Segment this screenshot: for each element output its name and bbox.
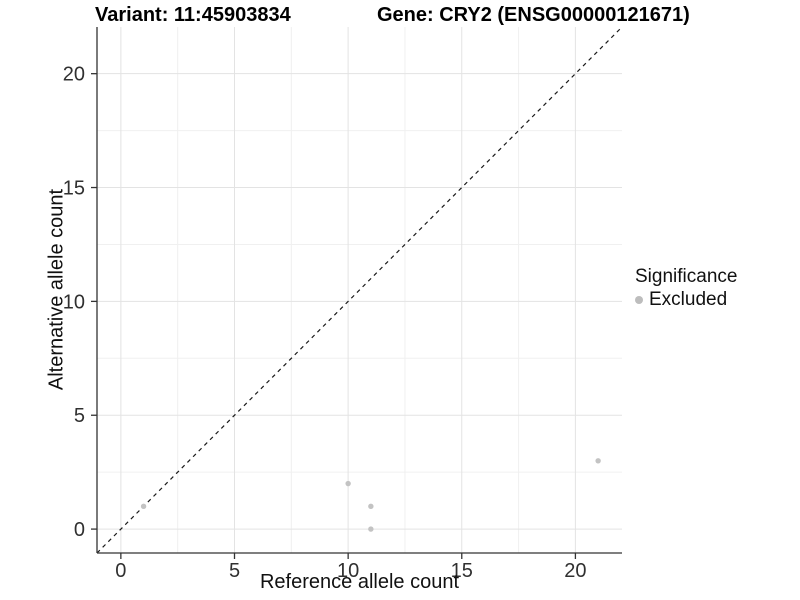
x-axis-label: Reference allele count: [259, 571, 459, 593]
x-tick-label: 5: [229, 560, 240, 582]
legend-item-label: Excluded: [649, 289, 728, 310]
y-axis-label: Alternative allele count: [45, 188, 68, 391]
data-point: [345, 480, 351, 487]
y-tick-label: 0: [74, 519, 85, 541]
y-tick-label: 5: [74, 405, 85, 427]
data-point: [140, 503, 147, 510]
x-tick-label: 15: [451, 560, 473, 582]
legend-item-excluded: Excluded: [635, 289, 737, 311]
y-tick-label: 10: [63, 291, 85, 313]
y-tick-label: 15: [63, 178, 85, 200]
legend: Significance Excluded: [635, 264, 737, 311]
y-tick-label: 20: [63, 64, 85, 86]
x-tick-label: 10: [337, 560, 359, 582]
data-point: [368, 526, 374, 532]
legend-title: Significance: [635, 266, 738, 287]
x-tick-label: 20: [564, 560, 586, 582]
identity-dashed-line: [96, 26, 623, 554]
data-point: [368, 503, 374, 510]
legend-key-dot-icon: [635, 296, 643, 304]
data-point: [595, 458, 601, 464]
x-tick-label: 0: [115, 560, 126, 582]
plot-title-variant: Variant: 11:45903834: [95, 4, 291, 26]
plot-title-gene: Gene: CRY2 (ENSG00000121671): [377, 4, 690, 26]
